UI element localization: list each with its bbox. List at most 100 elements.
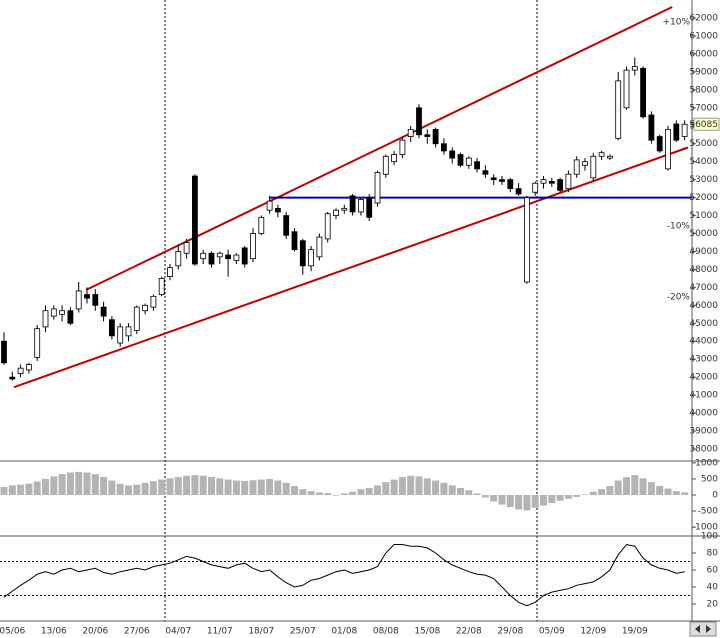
bar [365, 487, 373, 495]
x-tick-label: 04/07 [165, 627, 191, 637]
candle-body [100, 306, 107, 317]
y-tick-label: 60000 [689, 49, 718, 59]
y-tick-label: 100 [701, 532, 718, 542]
bar [158, 479, 166, 495]
candle-body [349, 195, 356, 213]
bar [681, 492, 689, 495]
x-tick-label: 22/08 [456, 627, 482, 637]
bar [390, 479, 398, 495]
candle-body [515, 188, 522, 195]
candle-body [183, 242, 190, 254]
candle-body [640, 67, 646, 118]
candle-body [607, 155, 613, 159]
bar [232, 480, 240, 495]
candle-body [67, 310, 74, 324]
bar [166, 478, 174, 495]
candle-body [382, 155, 389, 175]
candle-body [548, 181, 555, 184]
bar [357, 489, 365, 495]
candle-body [158, 277, 165, 295]
candle-body [407, 128, 414, 137]
bar [307, 491, 315, 495]
bar [141, 482, 149, 495]
bar [116, 483, 124, 495]
candle-body [424, 134, 431, 137]
bar [241, 480, 249, 495]
candle-body [84, 294, 90, 299]
bar [257, 479, 265, 495]
bar [42, 478, 49, 495]
y-tick-label: 49000 [689, 247, 718, 257]
y-tick-label: 51000 [689, 211, 718, 221]
candle-body [374, 172, 381, 204]
candle-body [357, 198, 364, 213]
bar [83, 472, 91, 495]
bar [274, 480, 282, 495]
bar [573, 494, 581, 497]
bar [266, 478, 274, 495]
candle-body [175, 251, 182, 267]
candle-body [34, 328, 41, 358]
candle-body [631, 66, 638, 71]
x-tick-label: 08/08 [373, 627, 399, 637]
x-tick-label: 20/06 [82, 627, 108, 637]
candle-body [250, 233, 256, 260]
y-tick-label: 500 [701, 474, 718, 484]
annotation: -10% [667, 222, 691, 232]
bar [66, 472, 74, 495]
candle-body [324, 213, 331, 240]
scroll-control[interactable] [689, 621, 717, 637]
candle-body [266, 200, 273, 211]
y-tick-label: 57000 [689, 103, 718, 113]
candle-body [399, 139, 406, 155]
candle-body [366, 197, 373, 218]
bar [506, 494, 514, 508]
y-tick-label: 40000 [689, 409, 718, 419]
candle-body [648, 114, 655, 141]
bar [465, 490, 473, 495]
y-tick-label: 58000 [689, 85, 718, 95]
y-tick-label: 1000 [695, 458, 718, 468]
x-tick-label: 29/08 [497, 627, 523, 637]
candle-body [283, 215, 290, 236]
candle-body [681, 123, 688, 137]
bar [623, 477, 630, 495]
candle-body [233, 254, 240, 261]
bar [25, 483, 33, 495]
bar [100, 477, 108, 495]
candle-body [341, 207, 348, 211]
last-price-label: 56085 [689, 120, 718, 130]
bar [515, 494, 523, 510]
candle-body [117, 326, 124, 344]
bar [282, 482, 290, 495]
candle-body [274, 207, 281, 213]
bar [398, 477, 406, 495]
candle-body [440, 143, 447, 152]
candle-body [590, 155, 597, 179]
candle-body [474, 161, 481, 170]
y-tick-label: 80 [707, 549, 719, 559]
x-tick-label: 19/09 [622, 627, 648, 637]
x-tick-label: 05/06 [0, 627, 26, 637]
candle-body [291, 231, 298, 251]
y-tick-label: 39000 [689, 427, 718, 437]
y-tick-label: 62000 [689, 14, 718, 24]
x-tick-label: 05/09 [539, 627, 565, 637]
y-tick-label: 60 [707, 566, 719, 576]
y-tick-label: 46000 [689, 301, 718, 311]
bar [647, 482, 655, 495]
bar [332, 494, 340, 496]
bar [614, 480, 622, 495]
y-tick-label: 20 [707, 600, 719, 610]
candle-body [125, 326, 132, 337]
bar [315, 492, 323, 495]
candle-body [225, 254, 232, 260]
bar [299, 489, 307, 495]
y-tick-label: 41000 [689, 391, 718, 401]
bar [33, 481, 41, 495]
y-tick-label: 47000 [689, 283, 718, 293]
candle-body [673, 123, 680, 141]
x-tick-label: 27/06 [124, 627, 150, 637]
